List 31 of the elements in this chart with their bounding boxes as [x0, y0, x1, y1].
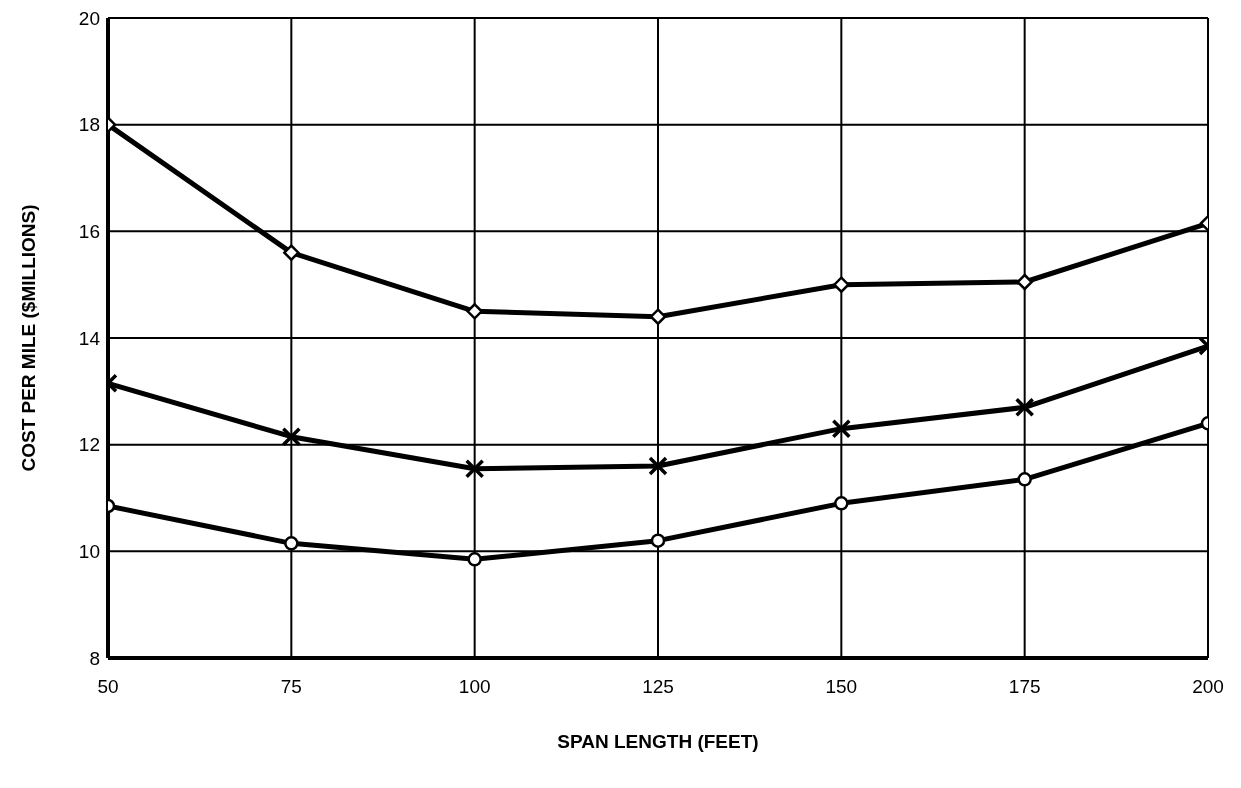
x-tick-label: 50: [97, 676, 119, 698]
point: [834, 496, 849, 511]
point: [1017, 472, 1032, 487]
x-tick-label: 100: [458, 676, 491, 698]
y-tick-label: 8: [89, 647, 100, 669]
point: [831, 418, 852, 439]
point: [464, 458, 485, 479]
y-axis-title: COST PER MILE ($MILLIONS): [17, 204, 39, 472]
x-tick-label: 175: [1008, 676, 1041, 698]
point: [649, 308, 667, 325]
x-axis-title: SPAN LENGTH (FEET): [557, 731, 759, 752]
x-tick-label: 75: [280, 676, 302, 698]
point: [1014, 397, 1035, 418]
point: [1016, 273, 1033, 291]
x-tick-label: 150: [825, 676, 858, 698]
point: [650, 533, 666, 548]
point: [284, 536, 299, 551]
point: [283, 244, 300, 261]
y-tick-label: 18: [78, 114, 100, 136]
point: [648, 456, 668, 476]
y-tick-label: 20: [78, 7, 100, 29]
y-tick-label: 12: [78, 434, 100, 456]
point: [281, 426, 302, 447]
y-tick-label: 16: [78, 221, 100, 243]
point: [466, 303, 483, 320]
y-tick-label: 10: [78, 541, 100, 563]
x-tick-label: 125: [642, 676, 674, 698]
point: [833, 276, 850, 293]
point: [467, 552, 482, 567]
y-tick-label: 14: [78, 327, 101, 349]
x-tick-label: 200: [1192, 676, 1224, 698]
